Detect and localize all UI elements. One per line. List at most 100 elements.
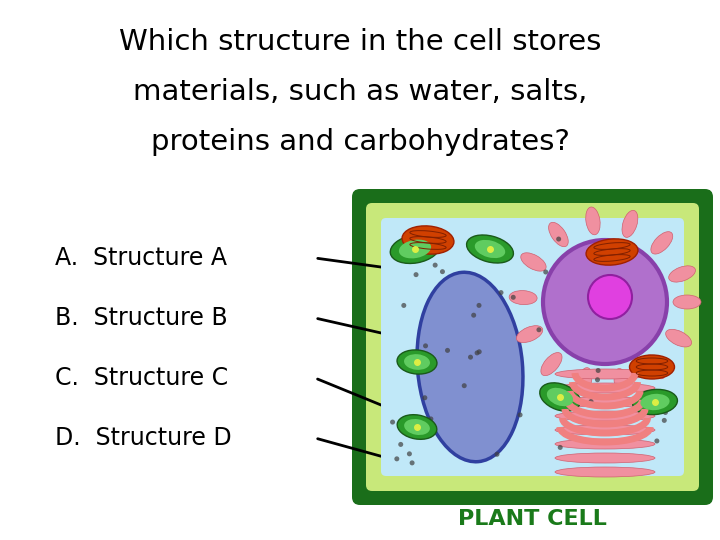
Text: B.  Structure B: B. Structure B <box>55 306 228 330</box>
Ellipse shape <box>541 353 562 376</box>
FancyBboxPatch shape <box>352 189 713 505</box>
Circle shape <box>639 338 644 343</box>
Circle shape <box>498 290 503 295</box>
Ellipse shape <box>577 368 592 395</box>
Circle shape <box>604 359 609 364</box>
Ellipse shape <box>555 425 655 435</box>
Circle shape <box>662 418 667 423</box>
Text: PLANT CELL: PLANT CELL <box>458 509 607 529</box>
Circle shape <box>556 237 561 241</box>
Circle shape <box>395 456 400 461</box>
Ellipse shape <box>404 419 430 435</box>
Circle shape <box>405 431 410 437</box>
FancyBboxPatch shape <box>381 218 684 476</box>
Ellipse shape <box>547 388 573 406</box>
Ellipse shape <box>474 240 505 258</box>
Circle shape <box>588 275 632 319</box>
Circle shape <box>560 266 565 271</box>
Ellipse shape <box>549 222 568 247</box>
Ellipse shape <box>585 207 600 235</box>
Circle shape <box>607 273 612 278</box>
Circle shape <box>624 276 629 281</box>
Circle shape <box>595 368 600 373</box>
Circle shape <box>510 295 516 300</box>
Circle shape <box>623 310 628 315</box>
Ellipse shape <box>397 415 437 440</box>
Circle shape <box>477 349 482 354</box>
Circle shape <box>428 416 433 421</box>
Ellipse shape <box>540 383 580 411</box>
Circle shape <box>482 241 487 246</box>
Circle shape <box>495 452 500 457</box>
Text: A.  Structure A: A. Structure A <box>55 246 227 270</box>
FancyBboxPatch shape <box>366 203 699 491</box>
Ellipse shape <box>633 389 678 415</box>
Circle shape <box>559 394 564 399</box>
Text: D.  Structure D: D. Structure D <box>55 426 232 450</box>
Circle shape <box>543 240 667 364</box>
Ellipse shape <box>555 397 655 407</box>
Circle shape <box>588 399 593 404</box>
Ellipse shape <box>509 291 537 305</box>
Circle shape <box>440 269 445 274</box>
Ellipse shape <box>673 295 701 309</box>
Circle shape <box>536 327 541 332</box>
Circle shape <box>390 420 395 424</box>
Circle shape <box>607 243 612 248</box>
Circle shape <box>562 259 567 264</box>
Circle shape <box>663 410 668 415</box>
Ellipse shape <box>555 383 655 393</box>
Ellipse shape <box>555 467 655 477</box>
Ellipse shape <box>467 235 513 263</box>
Circle shape <box>471 313 476 318</box>
Circle shape <box>398 442 403 447</box>
Text: Which structure in the cell stores: Which structure in the cell stores <box>119 28 601 56</box>
Ellipse shape <box>397 350 437 374</box>
Ellipse shape <box>614 369 629 396</box>
Ellipse shape <box>399 240 431 259</box>
Text: proteins and carbohydrates?: proteins and carbohydrates? <box>150 128 570 156</box>
Circle shape <box>595 377 600 382</box>
Ellipse shape <box>666 329 691 347</box>
Circle shape <box>490 253 495 258</box>
Ellipse shape <box>645 355 665 379</box>
Circle shape <box>582 330 587 335</box>
Circle shape <box>445 348 450 353</box>
Circle shape <box>401 303 406 308</box>
Circle shape <box>543 269 548 274</box>
Circle shape <box>633 374 638 379</box>
Circle shape <box>462 383 467 388</box>
Ellipse shape <box>521 253 546 271</box>
Circle shape <box>410 461 415 465</box>
Circle shape <box>468 355 473 360</box>
Circle shape <box>607 343 612 348</box>
Circle shape <box>518 413 523 417</box>
Circle shape <box>396 251 401 256</box>
Text: materials, such as water, salts,: materials, such as water, salts, <box>132 78 588 106</box>
Ellipse shape <box>555 453 655 463</box>
Ellipse shape <box>586 239 638 265</box>
Ellipse shape <box>651 232 672 254</box>
Text: C.  Structure C: C. Structure C <box>55 366 228 390</box>
Circle shape <box>423 395 428 400</box>
Ellipse shape <box>417 272 523 462</box>
Circle shape <box>654 438 660 443</box>
Ellipse shape <box>629 355 675 379</box>
Circle shape <box>407 451 412 456</box>
Circle shape <box>474 249 480 254</box>
Circle shape <box>477 303 482 308</box>
Ellipse shape <box>390 234 440 264</box>
Ellipse shape <box>555 369 655 379</box>
Circle shape <box>433 262 438 268</box>
Circle shape <box>558 445 563 450</box>
Ellipse shape <box>402 226 454 254</box>
Ellipse shape <box>555 411 655 421</box>
Circle shape <box>423 343 428 348</box>
Ellipse shape <box>555 439 655 449</box>
Circle shape <box>474 350 480 355</box>
Ellipse shape <box>404 354 430 370</box>
Circle shape <box>413 272 418 277</box>
Ellipse shape <box>516 326 543 342</box>
Ellipse shape <box>640 394 670 410</box>
Ellipse shape <box>622 211 638 238</box>
